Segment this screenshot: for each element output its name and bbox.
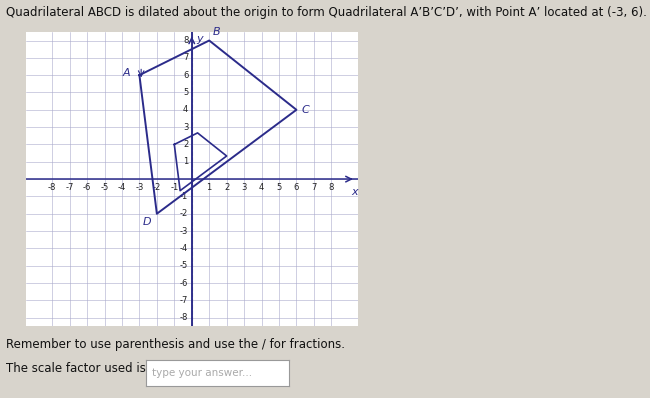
- Text: 1: 1: [207, 183, 212, 192]
- Text: 7: 7: [183, 53, 188, 62]
- Text: -3: -3: [135, 183, 144, 192]
- Text: 6: 6: [294, 183, 299, 192]
- Text: -4: -4: [118, 183, 126, 192]
- Text: Quadrilateral ABCD is dilated about the origin to form Quadrilateral A’B’C’D’, w: Quadrilateral ABCD is dilated about the …: [6, 6, 647, 19]
- Text: 3: 3: [241, 183, 247, 192]
- Text: x: x: [352, 187, 358, 197]
- Text: y: y: [196, 33, 203, 43]
- Text: -8: -8: [48, 183, 57, 192]
- Text: -8: -8: [180, 313, 188, 322]
- Text: A: A: [123, 68, 131, 78]
- Text: -2: -2: [153, 183, 161, 192]
- Text: D: D: [143, 217, 151, 227]
- Text: 4: 4: [259, 183, 264, 192]
- Text: 4: 4: [183, 105, 188, 114]
- Text: -4: -4: [180, 244, 188, 253]
- Text: 7: 7: [311, 183, 317, 192]
- Text: -2: -2: [180, 209, 188, 218]
- Text: 5: 5: [183, 88, 188, 97]
- Text: 5: 5: [276, 183, 281, 192]
- Text: C: C: [302, 105, 309, 115]
- Text: -3: -3: [180, 226, 188, 236]
- Text: 1: 1: [183, 157, 188, 166]
- Text: Remember to use parenthesis and use the / for fractions.: Remember to use parenthesis and use the …: [6, 338, 346, 351]
- Text: The scale factor used is: The scale factor used is: [6, 362, 146, 375]
- Text: -1: -1: [170, 183, 179, 192]
- Text: 2: 2: [224, 183, 229, 192]
- Text: 2: 2: [183, 140, 188, 149]
- Text: 8: 8: [183, 36, 188, 45]
- Text: -1: -1: [180, 192, 188, 201]
- Text: -7: -7: [180, 296, 188, 305]
- Text: -7: -7: [66, 183, 74, 192]
- Text: B: B: [213, 27, 220, 37]
- Text: -6: -6: [83, 183, 91, 192]
- Text: -6: -6: [180, 279, 188, 287]
- Text: 6: 6: [183, 71, 188, 80]
- Text: type your answer...: type your answer...: [152, 368, 252, 378]
- Text: -5: -5: [180, 261, 188, 270]
- Text: 8: 8: [329, 183, 334, 192]
- Text: -5: -5: [100, 183, 109, 192]
- Text: 3: 3: [183, 123, 188, 132]
